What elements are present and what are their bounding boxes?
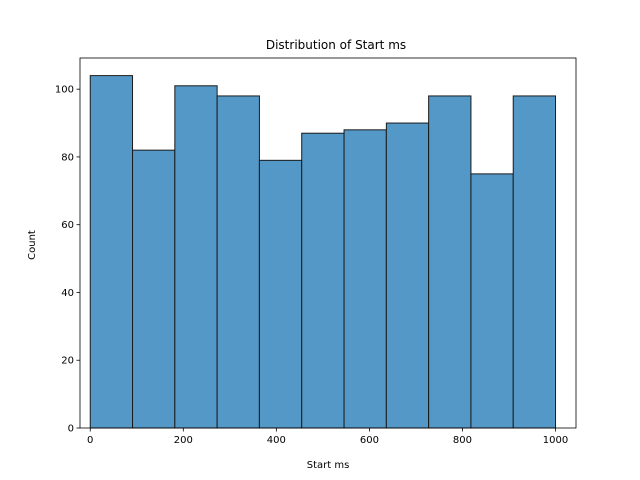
y-tick-label: 40 bbox=[61, 288, 74, 299]
x-tick-label: 400 bbox=[267, 435, 286, 446]
histogram-bar bbox=[258, 159, 303, 429]
histogram-bar bbox=[343, 129, 387, 429]
x-tick-label: 800 bbox=[453, 435, 472, 446]
chart-title: Distribution of Start ms bbox=[266, 38, 406, 52]
y-axis-ticks: 0 20 40 60 80 100 bbox=[55, 85, 80, 435]
x-axis-ticks: 0 200 400 600 800 1000 bbox=[87, 428, 568, 446]
x-tick-label: 0 bbox=[87, 435, 93, 446]
histogram-bar bbox=[428, 95, 472, 429]
x-tick-label: 600 bbox=[360, 435, 379, 446]
histogram-bar bbox=[89, 75, 134, 429]
plot-frame bbox=[79, 57, 577, 429]
y-tick-label: 0 bbox=[68, 424, 74, 435]
histogram-bar bbox=[385, 122, 430, 429]
histogram-bar bbox=[301, 132, 345, 429]
x-tick-label: 200 bbox=[174, 435, 193, 446]
y-tick-label: 100 bbox=[55, 85, 74, 96]
x-tick-label: 1000 bbox=[543, 435, 568, 446]
histogram-bar bbox=[470, 173, 514, 429]
histogram-bar bbox=[512, 95, 557, 429]
bars-group bbox=[89, 75, 557, 429]
x-axis-label: Start ms bbox=[307, 460, 350, 471]
histogram-bar bbox=[132, 149, 176, 429]
y-axis-label: Count bbox=[27, 230, 38, 260]
y-tick-label: 20 bbox=[61, 356, 74, 367]
y-tick-label: 80 bbox=[61, 152, 74, 163]
histogram-bar bbox=[174, 85, 218, 429]
histogram-bar bbox=[216, 95, 260, 429]
y-tick-label: 60 bbox=[61, 220, 74, 231]
